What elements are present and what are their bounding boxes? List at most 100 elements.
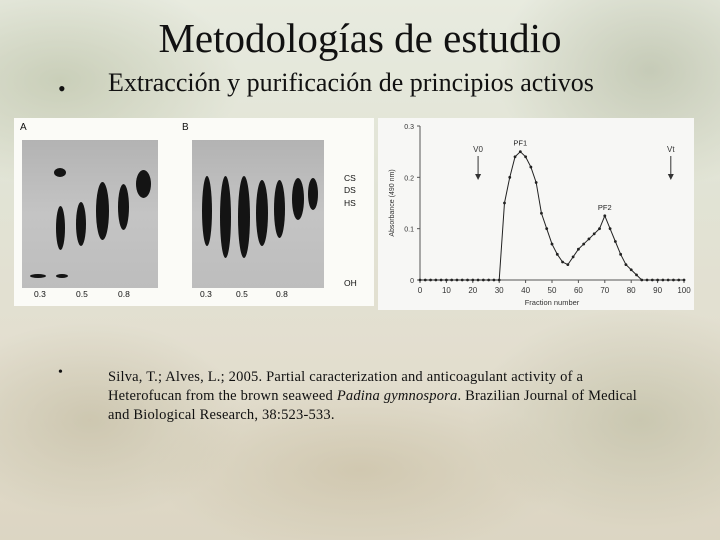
data-point <box>561 260 564 264</box>
point-1-text: Extracción y purificación de principios … <box>108 68 594 97</box>
x-tick-label: 70 <box>600 286 609 295</box>
x-tick-label: 90 <box>653 286 662 295</box>
data-point <box>518 150 522 154</box>
data-point <box>423 278 427 282</box>
data-point <box>471 278 475 282</box>
x-tick-label: 80 <box>627 286 636 295</box>
peak-label: PF2 <box>598 203 612 212</box>
lane-label-a1: 0.3 <box>34 289 46 299</box>
data-point <box>577 247 580 251</box>
data-point <box>540 211 543 215</box>
data-point <box>624 263 628 266</box>
data-point <box>656 278 659 282</box>
gel-plate-a <box>22 140 158 288</box>
citation-authors: Silva, T.; Alves, L.; 2005. Partial cara… <box>108 369 584 404</box>
data-point <box>603 214 607 218</box>
standard-label-ds: DS <box>344 185 356 195</box>
y-axis-label: Absorbance (490 nm) <box>389 169 396 236</box>
x-tick-label: 30 <box>495 286 504 295</box>
standard-label-oh: OH <box>344 278 357 288</box>
data-point <box>592 232 596 236</box>
lane-label-b3: 0.8 <box>276 289 288 299</box>
data-point <box>677 278 681 282</box>
data-point <box>503 201 506 205</box>
x-tick-label: 0 <box>418 286 423 295</box>
x-tick-label: 40 <box>521 286 530 295</box>
citation-text: Silva, T.; Alves, L.; 2005. Partial cara… <box>108 368 638 425</box>
data-point <box>429 278 432 282</box>
gel-spot <box>256 180 268 246</box>
gel-spot <box>220 176 231 258</box>
data-point <box>550 242 554 246</box>
y-tick-label: 0.1 <box>404 227 414 234</box>
gel-spot <box>238 176 250 258</box>
x-axis-label: Fraction number <box>525 298 580 307</box>
data-point <box>450 278 454 282</box>
volume-marker-label: Vt <box>667 145 675 154</box>
data-point <box>492 278 496 282</box>
data-point <box>566 263 570 266</box>
lane-label-a2: 0.5 <box>76 289 88 299</box>
lane-label-b1: 0.3 <box>200 289 212 299</box>
data-point <box>661 278 665 282</box>
data-point <box>635 273 638 277</box>
data-point <box>666 278 670 282</box>
x-tick-label: 10 <box>442 286 451 295</box>
data-point <box>598 227 601 231</box>
gel-spot <box>292 178 304 220</box>
data-point <box>445 278 448 282</box>
data-point <box>513 155 517 159</box>
data-point <box>455 278 459 282</box>
gel-spot <box>76 202 86 246</box>
data-point <box>497 278 501 282</box>
gel-spot <box>274 180 285 238</box>
standard-label-cs: CS <box>344 173 356 183</box>
data-point <box>587 237 591 241</box>
citation-journal: . Brazilian Journal of Medical and Biolo… <box>108 388 637 423</box>
data-point <box>466 278 469 282</box>
x-tick-label: 20 <box>468 286 477 295</box>
lane-label-b2: 0.5 <box>236 289 248 299</box>
elution-curve <box>420 150 684 281</box>
data-point <box>481 278 485 282</box>
volume-marker-label: V0 <box>473 145 483 154</box>
data-point <box>613 240 617 243</box>
data-point <box>439 278 443 282</box>
volume-marker-arrowhead <box>475 174 482 180</box>
data-point <box>629 268 633 272</box>
y-tick-label: 0 <box>410 278 414 285</box>
x-tick-label: 100 <box>677 286 691 295</box>
data-point <box>476 278 480 282</box>
volume-marker-arrowhead <box>667 174 674 180</box>
x-tick-label: 50 <box>548 286 557 295</box>
data-point <box>508 175 512 179</box>
gel-spot <box>136 170 151 198</box>
data-point <box>650 278 654 282</box>
gel-plate-b <box>192 140 324 288</box>
x-tick-label: 60 <box>574 286 583 295</box>
citation-species: Padina gymnospora <box>336 388 458 404</box>
y-tick-label: 0.3 <box>404 124 414 131</box>
panel-a-label: A <box>20 122 27 133</box>
data-point <box>555 252 559 256</box>
data-point <box>608 227 612 231</box>
chart-svg: 0 0.1 0.2 0.3 0 10 20 30 40 50 60 70 80 90 100 Fraction… <box>389 124 691 307</box>
gel-spot <box>30 274 46 278</box>
data-point <box>460 278 464 282</box>
gel-spot <box>56 206 65 250</box>
chromatography-chart: 0 0.1 0.2 0.3 0 10 20 30 40 50 60 70 80 90 100 Fraction… <box>378 118 694 310</box>
peak-label: PF1 <box>513 139 527 148</box>
data-point <box>524 155 527 159</box>
data-point <box>672 278 675 282</box>
gel-spot <box>96 182 109 240</box>
gel-spot <box>118 184 129 230</box>
data-point <box>682 278 686 282</box>
y-tick-label: 0.2 <box>404 175 414 182</box>
gel-spot <box>54 168 66 177</box>
gel-spot <box>308 178 318 210</box>
data-point <box>640 278 644 282</box>
lane-label-a3: 0.8 <box>118 289 130 299</box>
bullet-2: • <box>58 365 63 380</box>
panel-b-label: B <box>182 122 189 133</box>
data-point <box>529 165 533 169</box>
